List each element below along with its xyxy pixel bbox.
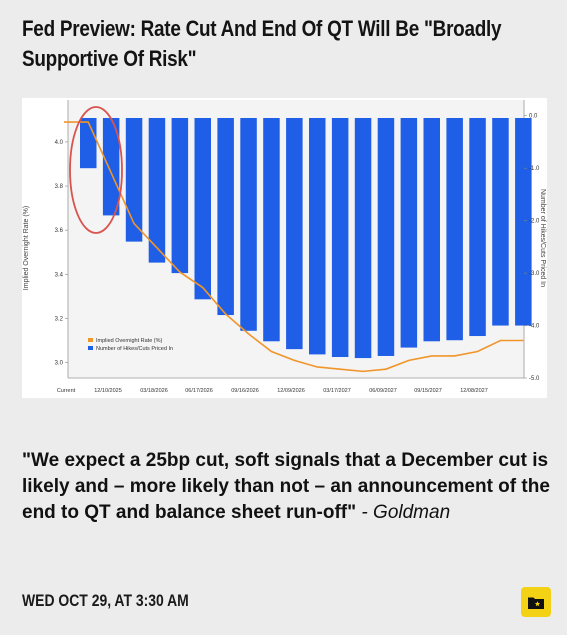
right-tick-label: -3.0	[529, 271, 540, 277]
chart-bars	[80, 118, 532, 359]
bar	[377, 118, 395, 356]
bar	[400, 118, 418, 348]
chart-legend: Implied Overnight Rate (%) Number of Hik…	[88, 338, 173, 352]
bar	[354, 118, 372, 359]
left-tick-label: 3.4	[55, 272, 64, 278]
x-tick-label: 09/16/2026	[231, 388, 259, 394]
bar	[240, 118, 257, 331]
right-tick-label: 0.0	[529, 114, 538, 120]
bar	[423, 118, 440, 342]
bar	[80, 118, 97, 169]
folder-star-icon	[528, 597, 544, 609]
right-axis-label: Number of Hikes/Cuts Priced In	[539, 189, 546, 287]
bar	[171, 118, 189, 274]
right-tick-label: -1.0	[529, 166, 540, 172]
x-tick-label: 06/17/2026	[185, 388, 213, 394]
bar	[309, 118, 326, 355]
right-tick-label: -2.0	[529, 219, 540, 225]
legend-item-rate: Implied Overnight Rate (%)	[96, 338, 162, 344]
bar	[125, 118, 143, 242]
x-tick-label: 12/10/2025	[94, 388, 122, 394]
bar	[194, 118, 211, 300]
x-tick-label: 03/18/2026	[140, 388, 168, 394]
left-tick-label: 3.2	[55, 316, 64, 322]
x-tick-label: Current	[57, 388, 76, 394]
quote-text: "We expect a 25bp cut, soft signals that…	[22, 450, 550, 523]
chart-image: 4.0 3.8 3.6 3.4 3.2 3.0 0.0 -1.0 -2.0 -3.0 -4.0 -5…	[22, 98, 547, 398]
left-axis-label: Implied Overnight Rate (%)	[23, 206, 30, 290]
bar	[446, 118, 463, 341]
quote-attribution: - Goldman	[356, 502, 451, 523]
rate-chart: 4.0 3.8 3.6 3.4 3.2 3.0 0.0 -1.0 -2.0 -3.0 -4.0 -5…	[23, 100, 546, 394]
right-tick-label: -5.0	[529, 376, 540, 382]
save-article-button[interactable]	[521, 587, 551, 617]
left-tick-label: 3.8	[55, 184, 64, 190]
right-axis-ticks: 0.0 -1.0 -2.0 -3.0 -4.0 -5.0	[524, 114, 540, 382]
left-tick-label: 3.6	[55, 228, 64, 234]
x-tick-label: 06/09/2027	[369, 388, 397, 394]
bar	[286, 118, 303, 350]
x-axis-ticks: Current 12/10/2025 03/18/2026 06/17/2026 09/…	[57, 388, 488, 394]
bar	[469, 118, 486, 337]
left-tick-label: 3.0	[55, 361, 64, 367]
implied-rate-line	[64, 121, 524, 373]
legend-item-hikes: Number of Hikes/Cuts Priced In	[96, 346, 173, 352]
left-axis-ticks: 4.0 3.8 3.6 3.4 3.2 3.0	[55, 140, 68, 367]
bar	[492, 118, 509, 326]
bar	[331, 118, 349, 358]
legend-swatch-hikes	[88, 346, 93, 350]
bar	[102, 118, 120, 216]
left-tick-label: 4.0	[55, 140, 64, 146]
right-tick-label: -4.0	[529, 324, 540, 330]
legend-swatch-rate	[88, 338, 93, 342]
article-headline[interactable]: Fed Preview: Rate Cut And End Of QT Will…	[22, 16, 502, 71]
x-tick-label: 09/15/2027	[414, 388, 442, 394]
x-tick-label: 03/17/2027	[323, 388, 351, 394]
article-quote: "We expect a 25bp cut, soft signals that…	[22, 448, 552, 526]
x-tick-label: 12/08/2027	[460, 388, 488, 394]
highlight-circle	[69, 106, 123, 234]
article-timestamp: WED OCT 29, AT 3:30 AM	[22, 591, 189, 610]
bar	[515, 118, 532, 326]
bar	[148, 118, 166, 263]
x-tick-label: 12/09/2026	[277, 388, 305, 394]
bar	[263, 118, 280, 342]
bar	[217, 118, 234, 316]
